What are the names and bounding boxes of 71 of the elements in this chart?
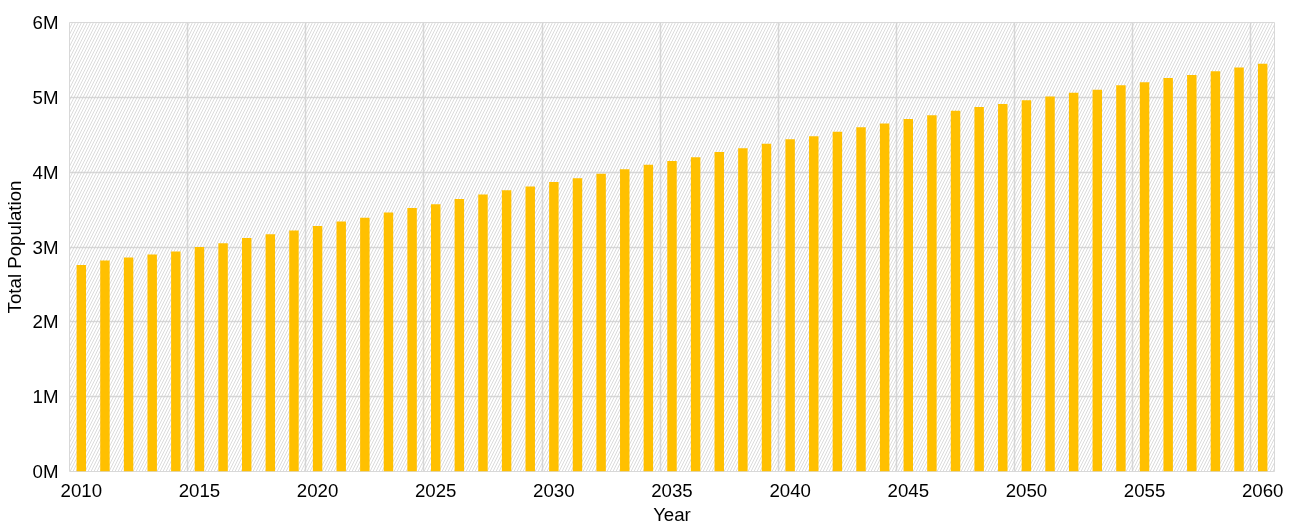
bar	[1234, 67, 1244, 472]
bar	[927, 115, 937, 472]
x-tick-label: 2060	[1241, 479, 1284, 501]
bar	[218, 243, 228, 472]
x-tick-label: 2015	[178, 479, 221, 501]
bar	[549, 181, 559, 472]
x-tick-label: 2010	[60, 479, 103, 501]
bar	[336, 221, 346, 472]
bar	[950, 110, 961, 472]
bar	[903, 119, 913, 472]
y-tick-label: 1M	[32, 386, 59, 408]
x-tick-label: 2055	[1123, 479, 1166, 501]
bar	[1163, 77, 1173, 472]
bar	[360, 217, 370, 472]
bar	[478, 194, 488, 472]
bar	[596, 173, 606, 472]
bar	[998, 104, 1008, 472]
bar	[147, 254, 157, 472]
bar	[620, 169, 630, 472]
bar	[1210, 71, 1221, 472]
bar	[76, 264, 87, 472]
bar	[667, 160, 677, 472]
y-tick-label: 2M	[32, 311, 59, 333]
bar	[1139, 82, 1150, 472]
y-tick-label: 6M	[32, 12, 59, 33]
bar	[974, 107, 984, 472]
bar	[1116, 85, 1126, 472]
y-tick-label: 0M	[32, 461, 59, 482]
bar	[879, 123, 890, 472]
bar	[431, 204, 441, 472]
bar	[1092, 89, 1103, 472]
y-tick-label: 5M	[32, 86, 59, 108]
x-tick-label: 2040	[769, 479, 811, 501]
bar	[289, 230, 299, 472]
bar	[123, 257, 134, 472]
bar	[501, 190, 512, 472]
bar	[407, 208, 417, 472]
bar	[856, 127, 866, 472]
bar	[643, 164, 654, 472]
bar	[525, 186, 535, 472]
bar	[1021, 100, 1032, 472]
x-tick-label: 2045	[887, 479, 930, 501]
y-axis-title: Total Population	[3, 180, 25, 314]
bar	[785, 139, 795, 472]
bar	[1045, 96, 1055, 472]
bar	[1257, 63, 1268, 472]
bar	[312, 226, 323, 472]
bar	[171, 251, 181, 472]
bar	[265, 234, 276, 472]
bar	[241, 238, 252, 472]
bar	[194, 247, 205, 472]
bar	[738, 148, 748, 472]
x-axis-title: Year	[653, 503, 691, 525]
x-tick-label: 2030	[533, 479, 575, 501]
bar	[100, 260, 110, 472]
bar	[1187, 74, 1197, 472]
x-tick-label: 2050	[1005, 479, 1048, 501]
bar	[383, 212, 394, 472]
bar	[832, 131, 843, 472]
bar	[714, 151, 724, 472]
bar	[572, 178, 583, 472]
bar	[761, 143, 772, 472]
x-tick-label: 2025	[414, 479, 457, 501]
bar	[690, 157, 701, 472]
y-tick-label: 3M	[32, 236, 59, 258]
y-tick-label: 4M	[32, 161, 59, 183]
bar	[809, 136, 819, 472]
bar	[454, 199, 465, 472]
x-tick-label: 2020	[296, 479, 339, 501]
x-tick-label: 2035	[651, 479, 693, 501]
bar	[1068, 92, 1079, 472]
